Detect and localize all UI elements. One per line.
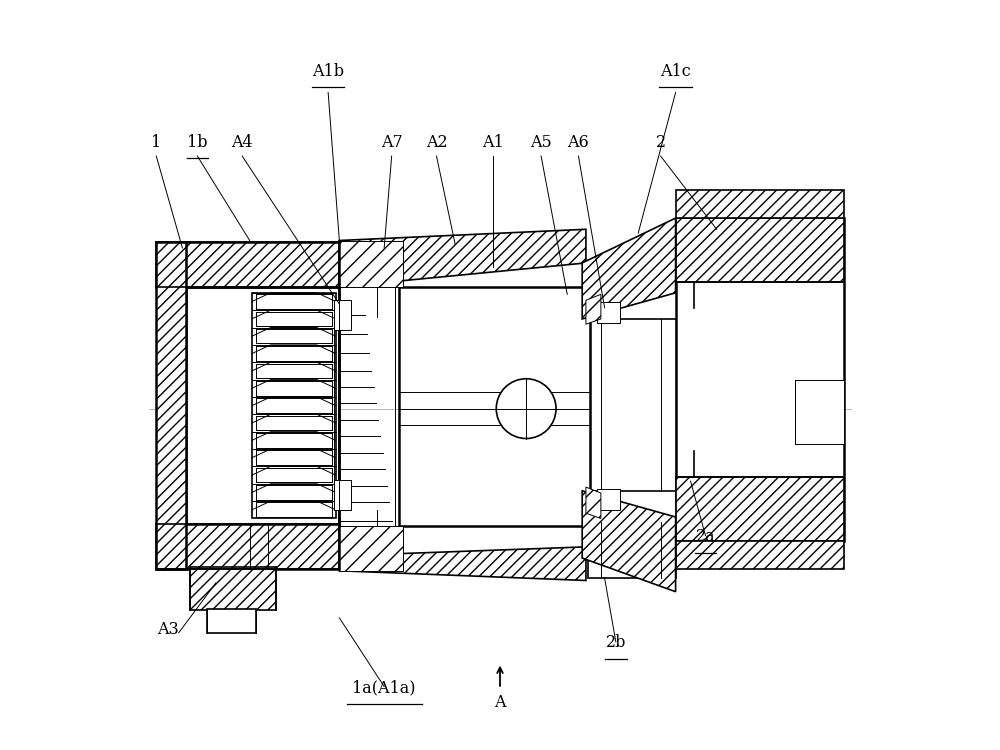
Bar xyxy=(207,609,256,633)
Text: A1: A1 xyxy=(482,134,503,151)
Bar xyxy=(676,218,844,541)
Text: A2: A2 xyxy=(426,134,447,151)
Bar xyxy=(156,524,339,569)
Text: 2a: 2a xyxy=(696,528,715,545)
Bar xyxy=(190,567,276,610)
Polygon shape xyxy=(582,218,676,319)
Bar xyxy=(676,541,844,569)
Bar xyxy=(588,522,676,578)
Bar xyxy=(339,241,403,286)
Text: A7: A7 xyxy=(381,134,403,151)
Bar xyxy=(339,526,403,571)
Text: 2b: 2b xyxy=(606,634,626,652)
Bar xyxy=(676,477,844,541)
Bar xyxy=(156,242,339,286)
Polygon shape xyxy=(339,547,586,580)
Text: 1b: 1b xyxy=(187,134,208,151)
Polygon shape xyxy=(586,294,601,324)
Bar xyxy=(186,286,339,524)
Text: 1a(A1a): 1a(A1a) xyxy=(352,680,416,696)
Polygon shape xyxy=(339,230,586,286)
Polygon shape xyxy=(586,487,601,518)
Text: A1b: A1b xyxy=(312,63,344,80)
Bar xyxy=(399,286,590,526)
Bar xyxy=(156,242,186,569)
Text: 1: 1 xyxy=(151,134,161,151)
Text: A1c: A1c xyxy=(660,63,691,80)
Bar xyxy=(586,319,676,490)
Text: A6: A6 xyxy=(568,134,589,151)
Bar xyxy=(252,292,336,518)
Text: A3: A3 xyxy=(157,621,178,638)
Bar xyxy=(676,190,844,218)
Polygon shape xyxy=(582,490,676,592)
Text: A5: A5 xyxy=(530,134,552,151)
Bar xyxy=(676,218,844,281)
Bar xyxy=(597,488,620,509)
Circle shape xyxy=(496,379,556,439)
Bar xyxy=(795,380,844,444)
Bar xyxy=(597,302,620,322)
Text: A4: A4 xyxy=(231,134,253,151)
Text: 2: 2 xyxy=(656,134,666,151)
Bar xyxy=(334,300,351,330)
Bar xyxy=(334,479,351,509)
Text: A: A xyxy=(494,694,506,711)
